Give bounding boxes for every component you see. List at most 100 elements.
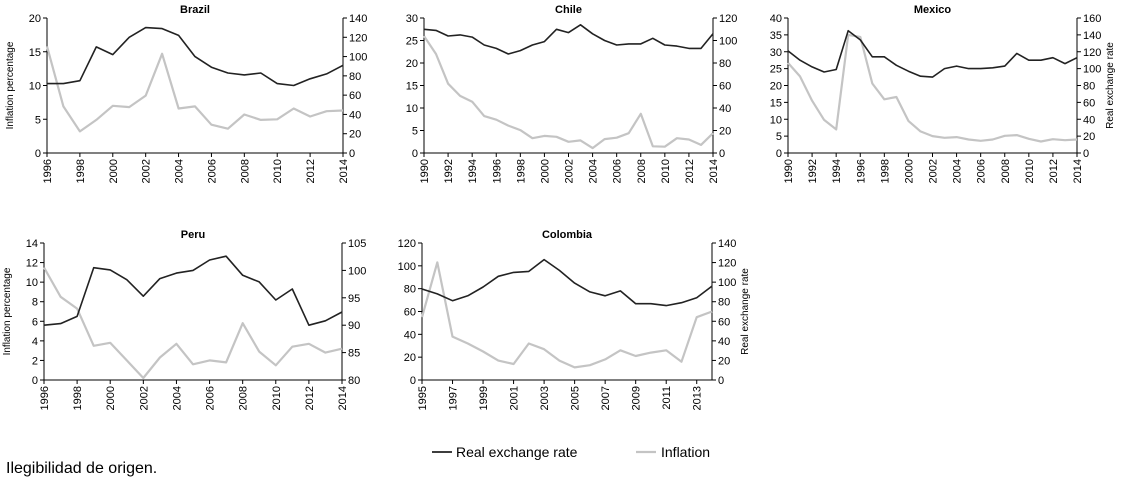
chart-mexico-right-tick-label: 120: [1083, 47, 1101, 59]
chart-peru-inflation-line: [43, 266, 343, 380]
chart-mexico-x-tick-label: 1994: [831, 159, 843, 183]
legend-rer-label: Real exchange rate: [456, 444, 578, 460]
chart-colombia-x-tick-label: 2005: [570, 386, 582, 410]
chart-colombia-left-tick-label: 60: [404, 307, 416, 319]
chart-mexico-right-tick-label: 160: [1083, 13, 1101, 25]
chart-mexico-left-tick-label: 35: [770, 30, 782, 42]
chart-chile-x-tick-label: 1998: [515, 159, 527, 183]
chart-colombia-x-tick-label: 1999: [478, 386, 490, 410]
chart-colombia-title: Colombia: [542, 229, 593, 241]
chart-colombia-x-tick-label: 2011: [661, 386, 673, 410]
chart-mexico-right-axis-label: Real exchange rate: [1105, 42, 1116, 129]
chart-peru-x-tick-label: 2008: [238, 386, 250, 410]
legend-inflation-label: Inflation: [661, 444, 710, 460]
chart-mexico-right-tick-label: 100: [1083, 64, 1101, 76]
chart-chile-right-tick-label: 80: [719, 58, 731, 70]
chart-brazil-right-tick-label: 60: [349, 90, 361, 102]
chart-mexico-x-tick-label: 2010: [1024, 159, 1036, 183]
chart-chile-x-tick-label: 2010: [660, 159, 672, 183]
chart-chile-title: Chile: [555, 4, 582, 16]
chart-brazil-x-tick-label: 2002: [141, 159, 153, 183]
chart-mexico-x-tick-label: 2002: [928, 159, 940, 183]
chart-chile-left-tick-label: 10: [406, 103, 418, 115]
chart-colombia-x-tick-label: 2001: [509, 386, 521, 410]
chart-peru-x-tick-label: 2002: [138, 386, 150, 410]
chart-chile-x-tick-label: 2004: [588, 159, 600, 183]
chart-brazil-right-tick-label: 80: [349, 71, 361, 83]
chart-peru-left-tick-label: 8: [32, 297, 38, 309]
chart-brazil-left-tick-label: 0: [35, 148, 41, 160]
chart-mexico-right-tick-label: 60: [1083, 97, 1095, 109]
chart-mexico-right-tick-label: 140: [1083, 30, 1101, 42]
chart-peru-left-tick-label: 4: [32, 336, 38, 348]
chart-peru-x-tick-label: 2000: [105, 386, 117, 410]
chart-brazil-x-tick-label: 2014: [338, 159, 350, 183]
chart-mexico-rer-line: [787, 29, 1078, 78]
chart-colombia-right-tick-label: 80: [718, 297, 730, 309]
chart-colombia-x-tick-label: 1997: [448, 386, 460, 410]
chart-peru-x-tick-label: 2012: [304, 386, 316, 410]
chart-mexico-left-tick-label: 10: [770, 114, 782, 126]
chart-mexico-left-tick-label: 40: [770, 13, 782, 25]
chart-chile-x-tick-label: 2014: [708, 159, 720, 183]
chart-mexico-x-tick-label: 2006: [976, 159, 988, 183]
chart-brazil-x-tick-label: 1998: [75, 159, 87, 183]
chart-colombia-right-tick-label: 140: [718, 238, 736, 250]
chart-peru-title: Peru: [181, 229, 205, 241]
chart-chile-right-tick-label: 20: [719, 126, 731, 138]
chart-brazil-left-tick-label: 20: [29, 13, 41, 25]
chart-colombia-x-tick-label: 2003: [539, 386, 551, 410]
chart-brazil-left-tick-label: 5: [35, 114, 41, 126]
chart-peru-right-tick-label: 105: [348, 238, 366, 250]
chart-peru-x-tick-label: 1998: [72, 386, 84, 410]
chart-mexico-left-tick-label: 25: [770, 64, 782, 76]
chart-mexico-x-tick-label: 2004: [952, 159, 964, 183]
chart-peru-left-tick-label: 14: [26, 238, 38, 250]
chart-mexico-left-tick-label: 15: [770, 97, 782, 109]
chart-colombia-rer-line: [421, 258, 713, 307]
chart-chile-x-tick-label: 1994: [467, 159, 479, 183]
chart-colombia-right-tick-label: 60: [718, 316, 730, 328]
chart-chile-right-tick-label: 120: [719, 13, 737, 25]
chart-colombia-left-tick-label: 20: [404, 352, 416, 364]
chart-mexico-left-tick-label: 0: [776, 148, 782, 160]
chart-peru-rer-line: [43, 255, 343, 327]
chart-chile-left-tick-label: 30: [406, 13, 418, 25]
chart-colombia-right-tick-label: 100: [718, 277, 736, 289]
chart-peru-right-tick-label: 90: [348, 320, 360, 332]
chart-mexico-x-tick-label: 2008: [1000, 159, 1012, 183]
chart-colombia-right-tick-label: 120: [718, 258, 736, 270]
chart-colombia-x-tick-label: 2007: [600, 386, 612, 410]
chart-mexico-right-tick-label: 20: [1083, 131, 1095, 143]
chart-brazil-x-tick-label: 2004: [174, 159, 186, 183]
chart-peru-x-tick-label: 1996: [39, 386, 51, 410]
chart-mexico-left-tick-label: 20: [770, 81, 782, 93]
chart-chile-rer-line: [423, 23, 714, 55]
chart-chile-right-tick-label: 100: [719, 36, 737, 48]
chart-brazil-right-tick-label: 0: [349, 148, 355, 160]
chart-chile-x-tick-label: 2012: [684, 159, 696, 183]
chart-brazil-title: Brazil: [180, 4, 210, 16]
chart-peru-right-tick-label: 100: [348, 265, 366, 277]
chart-brazil-inflation-line: [45, 46, 344, 133]
chart-colombia-x-tick-label: 1995: [417, 386, 429, 410]
chart-mexico-right-tick-label: 0: [1083, 148, 1089, 160]
chart-brazil-right-tick-label: 40: [349, 109, 361, 121]
chart-brazil-right-tick-label: 140: [349, 13, 367, 25]
chart-brazil-x-tick-label: 1996: [42, 159, 54, 183]
chart-brazil-left-tick-label: 10: [29, 81, 41, 93]
chart-peru-right-tick-label: 85: [348, 348, 360, 360]
chart-mexico-right-tick-label: 80: [1083, 81, 1095, 93]
chart-chile-x-tick-label: 2002: [564, 159, 576, 183]
chart-brazil-x-tick-label: 2012: [305, 159, 317, 183]
chart-mexico-x-tick-label: 2014: [1072, 159, 1084, 183]
chart-brazil-x-tick-label: 2006: [206, 159, 218, 183]
chart-mexico-left-tick-label: 30: [770, 47, 782, 59]
chart-colombia-left-tick-label: 0: [410, 375, 416, 387]
chart-brazil-left-tick-label: 15: [29, 47, 41, 59]
chart-peru-left-tick-label: 6: [32, 316, 38, 328]
chart-colombia-x-tick-label: 2009: [631, 386, 643, 410]
chart-mexico-x-tick-label: 1998: [879, 159, 891, 183]
footer-note: Ilegibilidad de origen.: [6, 460, 158, 477]
